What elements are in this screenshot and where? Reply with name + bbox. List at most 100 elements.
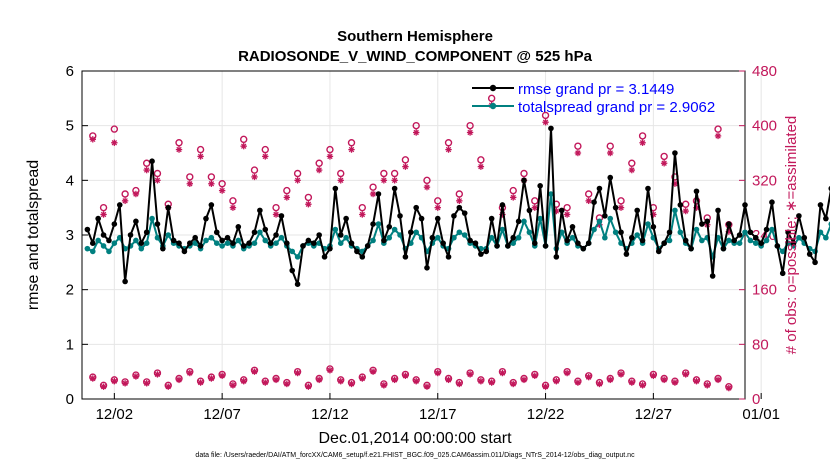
- obs-possible-marker: [455, 190, 464, 198]
- obs-assimilated-stroke: [456, 198, 463, 204]
- obs-assimilated-marker: [262, 379, 269, 386]
- series-point-rmse: [515, 218, 522, 225]
- legend-marker-totalspread: [489, 102, 497, 110]
- obs-assimilated-marker: [380, 382, 388, 389]
- series-point-rmse: [354, 248, 360, 255]
- series-point-rmse: [715, 207, 721, 214]
- obs-assimilated-stroke: [273, 211, 279, 218]
- obs-assimilated-marker: [305, 383, 312, 390]
- obs-assimilated-stroke: [262, 379, 268, 386]
- obs-possible-marker: [520, 169, 528, 178]
- obs-assimilated-stroke: [456, 381, 463, 387]
- x-tick-label: 12/02: [96, 406, 134, 423]
- obs-assimilated-marker: [111, 378, 118, 385]
- obs-assimilated-marker: [585, 197, 592, 205]
- series-point-totalspread: [413, 229, 419, 236]
- obs-assimilated-marker: [154, 371, 161, 378]
- obs-assimilated-stroke: [338, 177, 344, 184]
- obs-assimilated-marker: [434, 369, 441, 377]
- series-point-rmse: [375, 191, 382, 197]
- obs-assimilated-stroke: [693, 378, 700, 384]
- series-point-rmse: [564, 237, 570, 244]
- series-point-rmse: [445, 254, 452, 260]
- obs-assimilated-marker: [434, 204, 441, 211]
- y-tick-label: 3: [66, 227, 74, 244]
- obs-assimilated-marker: [412, 129, 420, 136]
- obs-possible-marker: [304, 193, 313, 202]
- obs-assimilated-marker: [111, 139, 118, 146]
- obs-assimilated-marker: [326, 367, 334, 374]
- series-point-rmse: [84, 226, 91, 233]
- obs-assimilated-marker: [402, 372, 409, 379]
- obs-count-markers: [89, 94, 733, 392]
- obs-assimilated-marker: [607, 149, 614, 157]
- obs-assimilated-stroke: [381, 177, 387, 184]
- obs-assimilated-marker: [272, 376, 280, 384]
- obs-assimilated-stroke: [133, 373, 139, 380]
- data-file-footnote: data file: /Users/raeder/DAI/ATM_forcXX/…: [195, 452, 635, 459]
- obs-assimilated-marker: [682, 207, 689, 215]
- series-point-rmse: [467, 237, 473, 244]
- series-point-rmse: [165, 204, 172, 211]
- obs-possible-marker: [369, 183, 377, 191]
- series-point-rmse: [122, 278, 128, 285]
- series-point-totalspread: [149, 215, 155, 222]
- series-point-totalspread: [672, 207, 678, 214]
- series-point-rmse: [585, 240, 592, 246]
- series-point-totalspread: [208, 234, 215, 241]
- obs-assimilated-stroke: [596, 381, 603, 387]
- x-tick-label: 12/12: [311, 406, 349, 423]
- obs-possible-marker: [574, 142, 582, 150]
- series-point-rmse: [645, 185, 651, 192]
- series-point-rmse: [682, 237, 689, 244]
- obs-assimilated-stroke: [726, 385, 732, 391]
- obs-assimilated-marker: [542, 119, 549, 126]
- obs-assimilated-stroke: [391, 177, 398, 184]
- series-point-rmse: [451, 213, 457, 219]
- obs-assimilated-marker: [520, 376, 528, 384]
- obs-assimilated-marker: [617, 204, 625, 211]
- series-point-totalspread: [375, 221, 382, 227]
- series-point-totalspread: [213, 240, 220, 246]
- series-point-rmse: [602, 213, 608, 219]
- series-point-rmse: [752, 234, 759, 241]
- series-point-totalspread: [612, 229, 619, 236]
- series-point-rmse: [521, 177, 527, 184]
- series-point-rmse: [138, 240, 145, 246]
- obs-possible-marker: [347, 139, 356, 147]
- obs-assimilated-stroke: [445, 377, 452, 383]
- series-point-rmse: [370, 221, 376, 227]
- obs-assimilated-stroke: [575, 379, 581, 386]
- series-point-rmse: [472, 240, 479, 246]
- series-point-totalspread: [235, 237, 242, 244]
- series-point-rmse: [779, 270, 786, 277]
- series-point-rmse: [327, 245, 333, 252]
- series-point-rmse: [558, 207, 565, 214]
- series-point-rmse: [575, 240, 581, 246]
- series-point-rmse: [133, 218, 139, 225]
- x-axis: 12/02 12/07 12/12 12/17 12/22 12/27 01/01: [96, 393, 780, 423]
- series-point-totalspread: [726, 237, 732, 244]
- obs-possible-marker: [412, 121, 420, 130]
- series-point-rmse: [192, 234, 198, 241]
- obs-assimilated-stroke: [327, 153, 333, 160]
- series-point-rmse: [262, 226, 269, 233]
- obs-assimilated-marker: [574, 149, 582, 157]
- series-point-rmse: [111, 221, 118, 227]
- obs-assimilated-stroke: [370, 368, 376, 375]
- obs-possible-marker: [272, 203, 280, 212]
- legend-label-rmse: rmse grand pr = 3.1449: [518, 81, 674, 98]
- obs-assimilated-stroke: [284, 194, 290, 201]
- series-point-rmse: [499, 202, 506, 208]
- obs-assimilated-marker: [89, 375, 96, 382]
- series-point-rmse: [736, 232, 743, 238]
- series-point-rmse: [440, 240, 446, 246]
- series-point-totalspread: [521, 218, 527, 225]
- series-point-rmse: [704, 218, 711, 225]
- series-point-totalspread: [823, 234, 829, 241]
- obs-assimilated-marker: [315, 376, 323, 384]
- obs-possible-marker: [142, 159, 151, 167]
- obs-possible-marker: [638, 132, 647, 140]
- obs-assimilated-stroke: [111, 140, 118, 146]
